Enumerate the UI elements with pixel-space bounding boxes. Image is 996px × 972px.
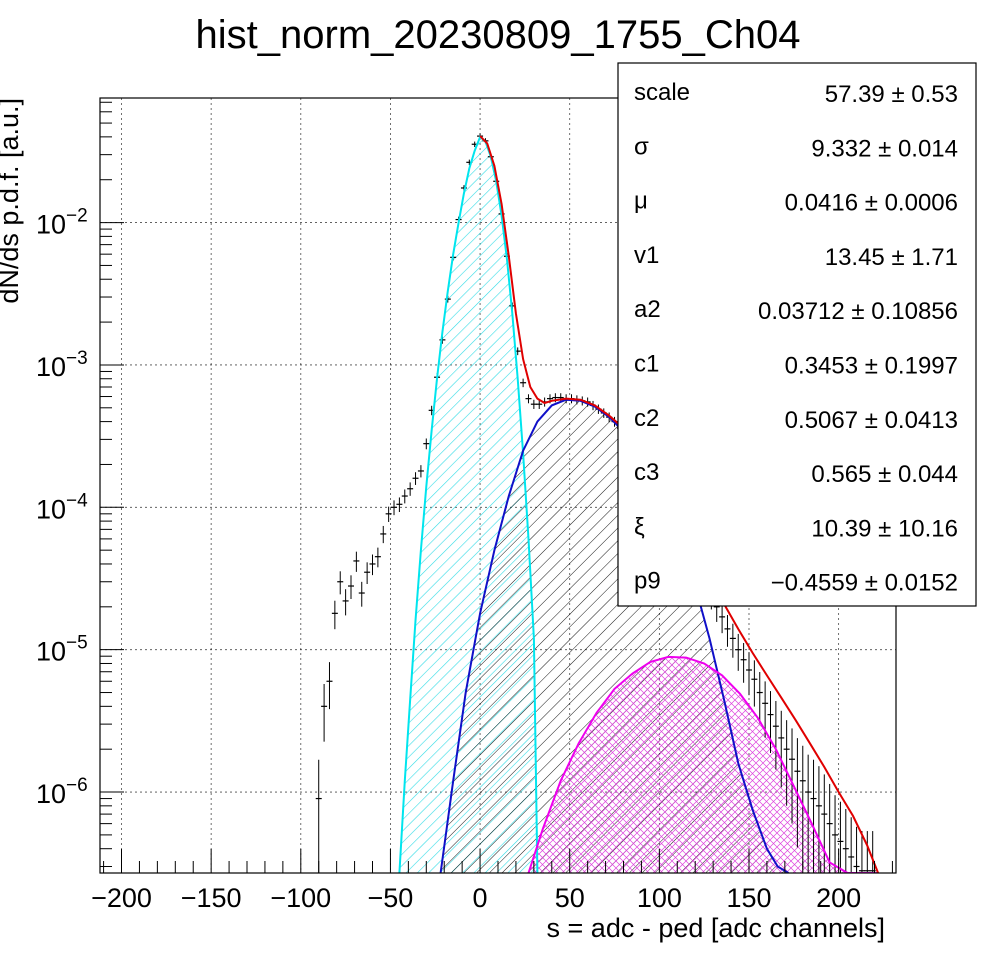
x-tick-label: −50: [368, 883, 414, 913]
x-tick-label: 150: [726, 883, 771, 913]
fit-param-value: 57.39 ± 0.53: [825, 81, 958, 108]
fit-statistics-box: scale 57.39 ± 0.53 σ 9.332 ± 0.014 μ 0.0416 ±…: [617, 62, 977, 607]
y-tick-label: 10−2: [36, 206, 88, 240]
fit-param-value: 0.5067 ± 0.0413: [785, 407, 958, 434]
x-tick-label: 200: [816, 883, 861, 913]
fit-param-name: μ: [634, 188, 648, 215]
fit-param-name: c1: [634, 351, 659, 378]
fit-param-value: 9.332 ± 0.014: [811, 135, 958, 162]
fit-param-value: 0.565 ± 0.044: [811, 461, 958, 488]
x-tick-label: −100: [270, 883, 331, 913]
fit-param-value: 0.0416 ± 0.0006: [785, 190, 958, 217]
stats-box-frame: [617, 62, 977, 607]
curve-gaussian: [398, 135, 539, 873]
y-tick-label: 10−6: [36, 775, 88, 809]
y-tick-label: 10−5: [36, 633, 88, 667]
x-axis-title: s = adc - ped [adc channels]: [547, 913, 885, 943]
fit-param-name: c3: [634, 459, 659, 486]
fill-double-pe: [528, 656, 879, 873]
x-tick-label: 50: [555, 883, 585, 913]
x-tick-labels: −200 −150 −100 −50 0 50 100 150 200: [91, 883, 861, 913]
fit-param-value: 13.45 ± 1.71: [825, 244, 958, 271]
axis-ticks: [100, 101, 893, 873]
y-tick-label: 10−3: [36, 348, 88, 382]
fit-param-name: c2: [634, 405, 659, 432]
fit-param-value: 10.39 ± 10.16: [811, 515, 958, 542]
curve-single-pe: [439, 398, 789, 873]
x-tick-label: 100: [637, 883, 682, 913]
fit-param-value: 0.03712 ± 0.10856: [758, 298, 958, 325]
fit-param-name: v1: [634, 242, 659, 269]
fit-param-value: 0.3453 ± 0.1997: [785, 353, 958, 380]
fit-param-name: ξ: [634, 513, 645, 540]
fit-param-name: scale: [634, 79, 690, 106]
fit-param-name: σ: [634, 133, 649, 160]
x-tick-label: 0: [473, 883, 488, 913]
y-tick-label: 10−4: [36, 490, 88, 524]
x-tick-label: −150: [181, 883, 242, 913]
x-tick-label: −200: [91, 883, 152, 913]
chart-title: hist_norm_20230809_1755_Ch04: [196, 13, 801, 57]
fit-param-name: p9: [634, 568, 661, 595]
fit-param-value: −0.4559 ± 0.0152: [771, 570, 958, 597]
y-axis-title: dN/ds p.d.f. [a.u.]: [0, 98, 24, 304]
curve-double-pe: [527, 655, 879, 873]
fit-param-name: a2: [634, 296, 661, 323]
y-tick-labels: 10−6 10−5 10−4 10−3 10−2: [36, 206, 88, 809]
